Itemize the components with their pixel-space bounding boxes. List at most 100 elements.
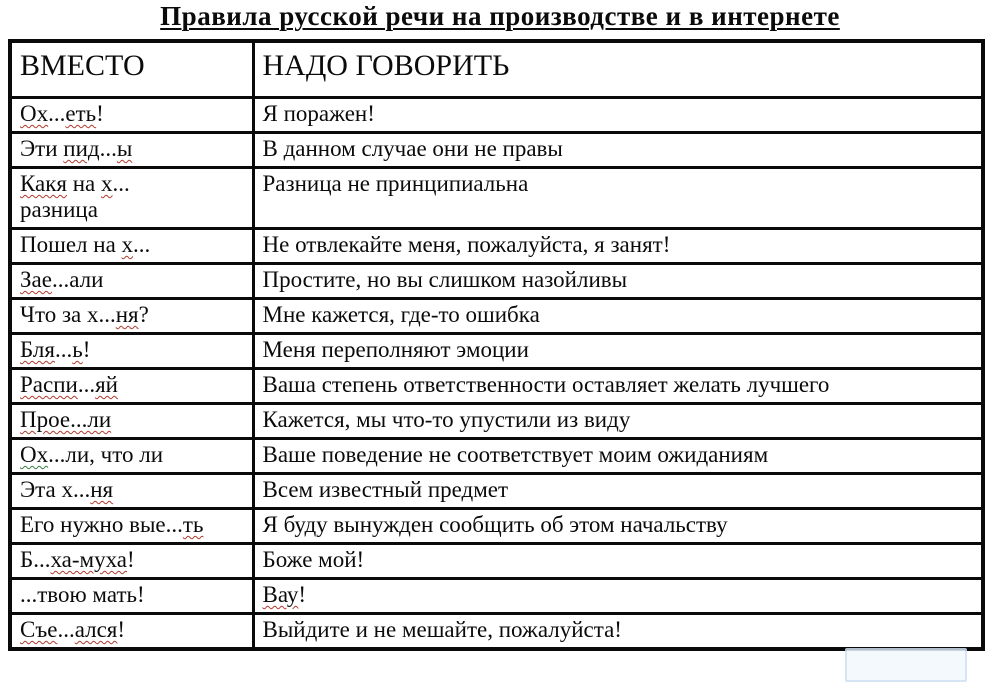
misspelled-word: х — [121, 232, 134, 257]
table-row: Зае...али Простите, но вы слишком назойли… — [8, 262, 985, 300]
misspelled-word: Прое...ли — [20, 407, 112, 432]
misspelled-word: пид — [63, 136, 100, 161]
cell-say: Мне кажется, где-то ошибка — [251, 297, 985, 335]
cell-text: ... — [77, 372, 96, 397]
cell-text: В данном случае они не правы — [262, 136, 563, 161]
cell-say: Ваше поведение не соответствует моим ожи… — [251, 437, 985, 475]
cell-instead: Какя на х... разница — [8, 166, 255, 230]
cell-text: Кажется, мы что-то упустили из виду — [262, 407, 631, 432]
misspelled-word: Вау — [262, 582, 299, 607]
cell-instead: Бля...ь! — [8, 332, 255, 370]
cell-instead: Распи...яй — [8, 367, 255, 405]
header-cell-instead: ВМЕСТО — [8, 39, 255, 99]
cell-text: Ваше поведение не соответствует моим ожи… — [262, 442, 769, 467]
cell-instead: Что за х...ня? — [8, 297, 255, 335]
misspelled-word: еть — [65, 101, 97, 126]
table-row: Съе...ался! Выйдите и не мешайте, пожалуй… — [8, 612, 985, 651]
cell-text: ! — [298, 582, 307, 607]
cell-text: Я поражен! — [262, 101, 375, 126]
cell-text: Б... — [20, 547, 51, 572]
cell-text: ! — [127, 547, 135, 572]
table-row: Ох...ли, что ли Ваше поведение не соответ… — [8, 437, 985, 475]
misspelled-word: Зае — [20, 267, 52, 292]
cell-text: ...ли, что ли — [48, 442, 164, 467]
cell-say: Не отвлекайте меня, пожалуйста, я занят! — [251, 227, 985, 265]
table-row: Распи...яй Ваша степень ответственности о… — [8, 367, 985, 405]
cell-text: Эти — [20, 136, 64, 161]
misspelled-word: Распи — [20, 372, 78, 397]
misspelled-word: ха-муха — [50, 547, 127, 572]
cell-text: ... — [54, 337, 73, 362]
misspelled-word: Бля — [20, 337, 55, 362]
cell-instead: Пошел на х... — [8, 227, 255, 265]
cell-text: ! — [96, 101, 104, 126]
cell-text: Я буду вынужден сообщить об этом начальс… — [262, 512, 728, 537]
cell-text: ...твою мать! — [20, 582, 145, 607]
cell-text: Ваша степень ответственности оставляет ж… — [262, 372, 830, 397]
cell-text: ... — [57, 617, 75, 642]
cell-text: Меня переполняют эмоции — [262, 337, 529, 362]
cell-text: Выйдите и не мешайте, пожалуйста! — [262, 617, 622, 642]
misspelled-word: ы — [116, 136, 133, 161]
cell-text: Боже мой! — [262, 547, 365, 572]
cell-text: Его нужно вые... — [20, 512, 183, 537]
cell-say: Боже мой! — [251, 542, 985, 580]
table-row: Пошел на х... Не отвлекайте меня, пожалуй… — [8, 227, 985, 265]
misspelled-word: Ох — [20, 442, 49, 467]
cell-instead: Ох...еть! — [8, 96, 255, 134]
cell-instead: Съе...ался! — [8, 612, 255, 651]
cell-instead: ...твою мать! — [8, 577, 255, 615]
misspelled-word: ть — [182, 512, 204, 537]
cell-text: Не отвлекайте меня, пожалуйста, я занят! — [262, 232, 671, 257]
cell-text: ... разница — [20, 171, 130, 222]
cell-text: ... — [99, 136, 117, 161]
cell-text: Что за х... — [20, 302, 116, 327]
watermark-fragment — [845, 648, 967, 682]
table-row: Прое...ли Кажется, мы что-то упустили из … — [8, 402, 985, 440]
cell-text: ! — [82, 337, 91, 362]
cell-say: Я поражен! — [251, 96, 985, 134]
cell-text: Всем известный предмет — [262, 477, 509, 502]
cell-instead: Его нужно вые...ть — [8, 507, 255, 545]
cell-say: Меня переполняют эмоции — [251, 332, 985, 370]
table-row: Эти пид...ы В данном случае они не правы — [8, 131, 985, 169]
cell-instead: Б...ха-муха! — [8, 542, 255, 580]
table-row: Его нужно вые...ть Я буду вынужден сообщи… — [8, 507, 985, 545]
table-row: ...твою мать! Вау! — [8, 577, 985, 615]
cell-text: Эта х... — [20, 477, 91, 502]
cell-instead: Эти пид...ы — [8, 131, 255, 169]
header-row: ВМЕСТО НАДО ГОВОРИТЬ — [8, 39, 985, 99]
rules-table: ВМЕСТО НАДО ГОВОРИТЬ Ох...еть! Я поражен!… — [8, 39, 985, 651]
cell-text: Пошел на — [20, 232, 122, 257]
cell-say: Вау! — [251, 577, 985, 615]
misspelled-word: ня — [90, 477, 114, 502]
cell-text: ? — [138, 302, 149, 327]
table-row: Эта х...ня Всем известный предмет — [8, 472, 985, 510]
cell-say: В данном случае они не правы — [251, 131, 985, 169]
cell-text: на — [67, 171, 102, 196]
cell-say: Всем известный предмет — [251, 472, 985, 510]
cell-say: Ваша степень ответственности оставляет ж… — [251, 367, 985, 405]
table-row: Какя на х... разница Разница не принципиа… — [8, 166, 985, 230]
cell-text: ... — [48, 101, 66, 126]
misspelled-word: ь — [72, 337, 83, 362]
cell-instead: Прое...ли — [8, 402, 255, 440]
table-row: Б...ха-муха! Боже мой! — [8, 542, 985, 580]
table-row: Что за х...ня? Мне кажется, где-то ошибка — [8, 297, 985, 335]
document-page: Правила русской речи на производстве и в… — [8, 1, 985, 682]
misspelled-word: ался — [74, 617, 118, 642]
misspelled-word: х — [101, 171, 113, 196]
table-row: Бля...ь! Меня переполняют эмоции — [8, 332, 985, 370]
misspelled-word: ня — [115, 302, 139, 327]
cell-instead: Зае...али — [8, 262, 255, 300]
cell-instead: Эта х...ня — [8, 472, 255, 510]
cell-say: Я буду вынужден сообщить об этом начальс… — [251, 507, 985, 545]
table-row: Ох...еть! Я поражен! — [8, 96, 985, 134]
cell-text: ... — [133, 232, 151, 257]
misspelled-word: яй — [95, 372, 118, 397]
cell-instead: Ох...ли, что ли — [8, 437, 255, 475]
cell-say: Простите, но вы слишком назойливы — [251, 262, 985, 300]
cell-text: Мне кажется, где-то ошибка — [262, 302, 540, 327]
table-body: Ох...еть! Я поражен! Эти пид...ы В данном с… — [8, 96, 985, 651]
misspelled-word: Съе — [20, 617, 58, 642]
